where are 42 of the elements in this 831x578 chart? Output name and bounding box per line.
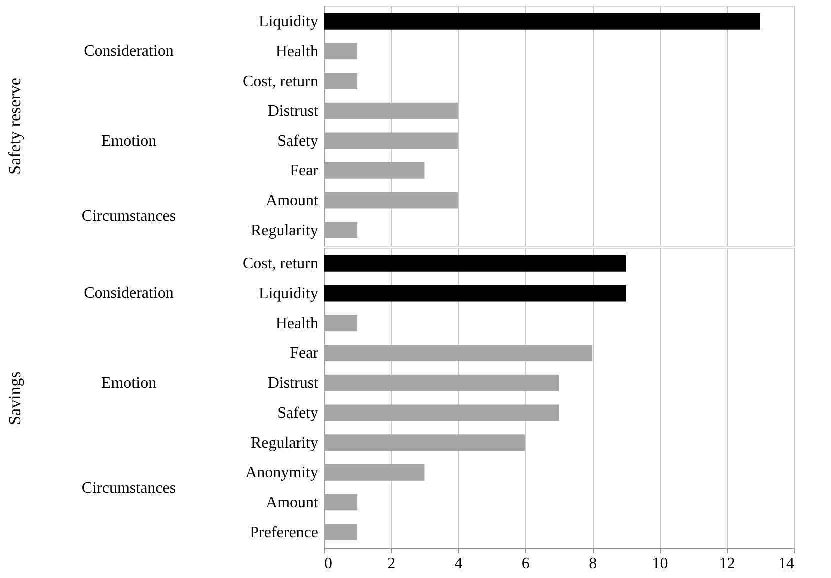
y-tick-label: Amount bbox=[266, 192, 320, 210]
y-tick-label: Regularity bbox=[250, 222, 318, 240]
y-axis-title: Safety reserve bbox=[6, 78, 24, 175]
y-tick-label: Safety bbox=[278, 404, 318, 422]
y-tick-label: Distrust bbox=[268, 375, 320, 392]
text: Circumstances bbox=[82, 208, 176, 225]
bar bbox=[324, 73, 358, 90]
y-axis-title: Savings bbox=[6, 372, 24, 426]
x-tick-label: 6 bbox=[522, 556, 530, 572]
y-tick-label: Health bbox=[276, 315, 318, 332]
y-tick-label: Anonymity bbox=[246, 464, 318, 482]
y-tick-label: Fear bbox=[290, 162, 320, 180]
y-tick-label: Liquidity bbox=[258, 286, 318, 303]
y-tick-label: Regularity bbox=[250, 434, 318, 452]
bar bbox=[324, 192, 458, 209]
bar bbox=[324, 102, 458, 120]
x-tick-label: 10 bbox=[652, 556, 668, 572]
text: Emotion bbox=[101, 375, 157, 392]
text: Circumstances bbox=[82, 480, 176, 497]
x-tick-label: 14 bbox=[778, 556, 794, 572]
bar bbox=[324, 43, 358, 60]
y-tick-label: Preference bbox=[250, 524, 318, 542]
x-tick-label: 4 bbox=[454, 556, 463, 572]
text: Emotion bbox=[101, 133, 157, 150]
y-tick-label: Liquidity bbox=[258, 14, 318, 31]
text: Consideration bbox=[84, 43, 174, 60]
y-tick-label: Distrust bbox=[268, 103, 320, 120]
y-tick-label: Fear bbox=[290, 345, 320, 362]
y-tick-label: Safety bbox=[278, 132, 318, 150]
x-tick-label: 0 bbox=[324, 556, 332, 572]
bar bbox=[324, 132, 458, 150]
bar bbox=[324, 13, 760, 30]
bar bbox=[324, 222, 358, 239]
y-tick-label: Cost, return bbox=[242, 256, 318, 273]
x-tick-label: 8 bbox=[589, 556, 598, 572]
y-tick-label: Cost, return bbox=[242, 73, 318, 90]
bar bbox=[324, 162, 425, 179]
y-tick-label: Amount bbox=[266, 494, 320, 512]
y-tick-label: Health bbox=[276, 43, 318, 60]
text: Consideration bbox=[84, 285, 174, 302]
x-tick-label: 2 bbox=[388, 556, 396, 572]
x-tick-label: 12 bbox=[719, 556, 736, 572]
